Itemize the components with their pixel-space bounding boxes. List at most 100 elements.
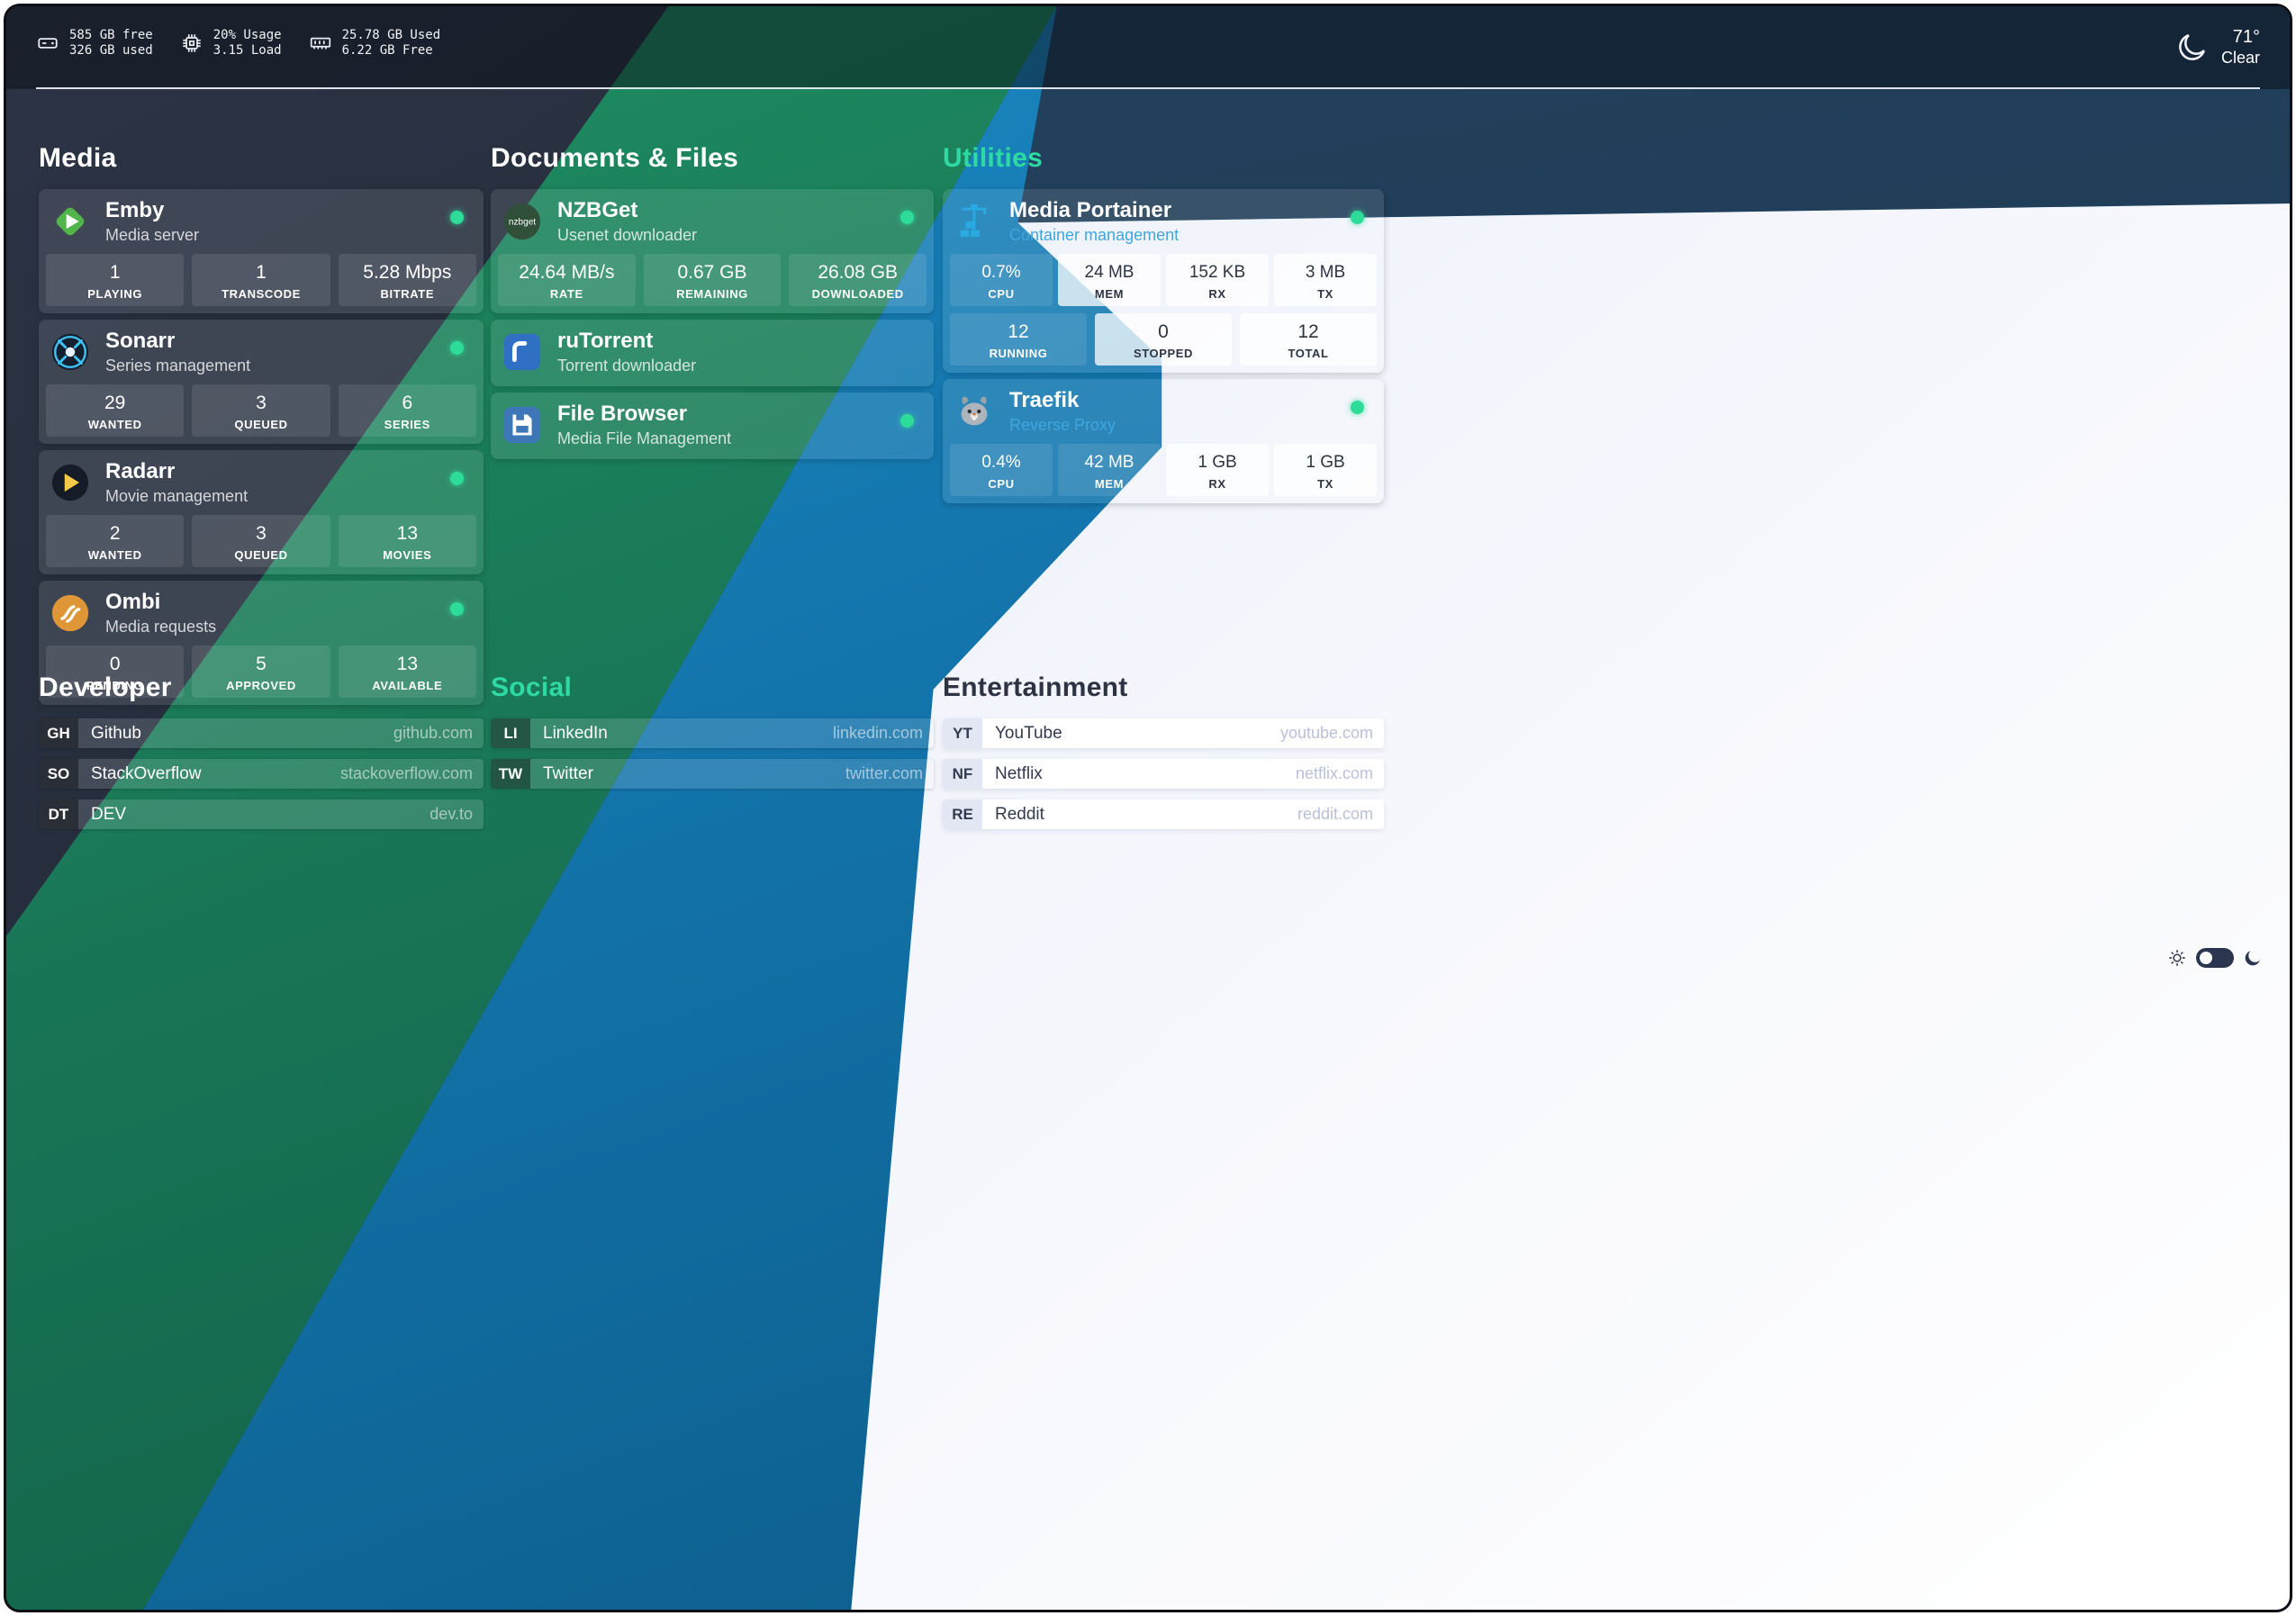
link-url: netflix.com [1295, 764, 1373, 782]
link-row-github[interactable]: GH Github github.com [39, 718, 484, 748]
memory-icon [309, 32, 332, 55]
memory-free: 6.22 GB Free [341, 43, 433, 58]
link-label: Github [91, 723, 141, 743]
portainer-icon [954, 201, 995, 242]
stat-value: 24.64 MB/s [519, 262, 615, 283]
stat-label: RX [1208, 477, 1226, 491]
link-row-dev[interactable]: DT DEV dev.to [39, 799, 484, 829]
app-desc: Container management [1009, 226, 1180, 244]
app-desc: Torrent downloader [557, 357, 697, 375]
app-meta: Traefik Reverse Proxy [1009, 388, 1116, 435]
link-row-twitter[interactable]: TW Twitter twitter.com [491, 759, 934, 789]
app-card-header: Sonarr Series management [46, 325, 476, 379]
stats-row: 29 WANTED 3 QUEUED 6 SERIES [46, 384, 476, 437]
app-card-traefik[interactable]: Traefik Reverse Proxy 0.4% CPU 42 MB MEM… [943, 379, 1384, 503]
stat-box: 0 STOPPED [1095, 313, 1232, 366]
emby-icon [50, 201, 91, 242]
rutorrent-icon [502, 331, 543, 373]
toggle-knob [2200, 952, 2212, 964]
link-row-reddit[interactable]: RE Reddit reddit.com [943, 799, 1384, 829]
weather-temperature: 71° [2232, 27, 2260, 47]
app-card-header: Media Portainer Container management [950, 194, 1377, 248]
stat-label: RX [1208, 287, 1226, 301]
stat-box: 3 MB TX [1274, 254, 1377, 306]
stat-box: 0 PENDING [46, 645, 185, 698]
link-row-stackoverflow[interactable]: SO StackOverflow stackoverflow.com [39, 759, 484, 789]
app-card-nzbget[interactable]: nzbget NZBGet Usenet downloader 24.64 MB… [491, 189, 934, 313]
background-stripe-navy [1017, 6, 2290, 223]
section-media: Media Emby Media server 1 PLAYING 1 [39, 141, 484, 705]
link-label: DEV [91, 804, 127, 824]
stat-value: 13 [396, 523, 418, 544]
link-url: linkedin.com [832, 724, 923, 742]
section-documents-files: Documents & Files nzbget NZBGet Usenet d… [491, 141, 934, 459]
app-meta: Radarr Movie management [105, 459, 248, 506]
stat-box: 0.4% CPU [950, 444, 1053, 496]
link-badge: GH [39, 718, 78, 748]
stat-label: QUEUED [234, 418, 288, 431]
stats-row: 12 RUNNING 0 STOPPED 12 TOTAL [950, 313, 1377, 366]
app-desc: Media File Management [557, 429, 732, 447]
link-row-youtube[interactable]: YT YouTube youtube.com [943, 718, 1384, 748]
moon-icon[interactable] [2243, 948, 2263, 968]
link-label: Netflix [995, 763, 1043, 783]
heimdall-dashboard: 585 GB free 326 GB used 20% Usage 3.15 L… [4, 4, 2292, 1612]
app-title: Traefik [1009, 388, 1080, 412]
app-meta: NZBGet Usenet downloader [557, 198, 697, 245]
app-meta: Media Portainer Container management [1009, 198, 1179, 245]
app-card-ombi[interactable]: Ombi Media requests 0 PENDING 5 APPROVED… [39, 581, 484, 705]
link-label: Reddit [995, 804, 1044, 824]
app-title: NZBGet [557, 198, 638, 222]
app-desc: Media server [105, 226, 200, 244]
app-meta: Emby Media server [105, 198, 199, 245]
app-card-radarr[interactable]: Radarr Movie management 2 WANTED 3 QUEUE… [39, 450, 484, 574]
theme-toggle[interactable] [2196, 948, 2234, 968]
section-title: Social [491, 673, 573, 702]
stat-value: 12 [1008, 321, 1029, 342]
stat-box: 12 TOTAL [1240, 313, 1377, 366]
app-desc: Media requests [105, 618, 217, 636]
cpu-icon [180, 32, 203, 55]
sonarr-icon [50, 331, 91, 373]
link-row-netflix[interactable]: NF Netflix netflix.com [943, 759, 1384, 789]
stat-label: MOVIES [383, 548, 432, 562]
status-dot [450, 211, 464, 224]
stat-label: SERIES [384, 418, 430, 431]
link-label: StackOverflow [91, 763, 202, 783]
app-card-rutorrent[interactable]: ruTorrent Torrent downloader [491, 320, 934, 386]
stat-box: 26.08 GB DOWNLOADED [789, 254, 927, 306]
weather-widget: 71° Clear [2176, 26, 2260, 68]
section-title: Documents & Files [491, 143, 739, 173]
stats-row: 1 PLAYING 1 TRANSCODE 5.28 Mbps BITRATE [46, 254, 476, 306]
stat-box: 3 QUEUED [192, 515, 330, 567]
cpu-usage: 20% Usage [212, 28, 282, 42]
nzbget-icon: nzbget [502, 201, 543, 242]
app-card-filebrowser[interactable]: File Browser Media File Management [491, 393, 934, 459]
stat-label: QUEUED [234, 548, 288, 562]
stat-box: 29 WANTED [46, 384, 185, 437]
status-dot [450, 602, 464, 616]
stats-row: 0.7% CPU 24 MB MEM 152 KB RX 3 MB TX [950, 254, 1377, 306]
stat-label: RUNNING [989, 347, 1048, 360]
stat-box: 5.28 Mbps BITRATE [338, 254, 476, 306]
stat-value: 1 GB [1198, 453, 1237, 472]
sun-icon[interactable] [2167, 948, 2187, 968]
app-card-portainer[interactable]: Media Portainer Container management 0.7… [943, 189, 1384, 373]
app-card-sonarr[interactable]: Sonarr Series management 29 WANTED 3 QUE… [39, 320, 484, 444]
link-badge: NF [943, 759, 982, 789]
stat-label: CPU [988, 477, 1015, 491]
section-title: Media [39, 143, 117, 173]
stat-label: BITRATE [380, 287, 435, 301]
stat-label: TOTAL [1288, 347, 1329, 360]
app-card-emby[interactable]: Emby Media server 1 PLAYING 1 TRANSCODE … [39, 189, 484, 313]
app-card-header: Ombi Media requests [46, 586, 476, 640]
cpu-load: 3.15 Load [212, 43, 282, 58]
stat-value: 12 [1297, 321, 1319, 342]
stat-value: 6 [402, 393, 413, 413]
stat-value: 1 [256, 262, 267, 283]
stat-value: 3 [256, 393, 267, 413]
app-title: Radarr [105, 459, 176, 483]
link-row-linkedin[interactable]: LI LinkedIn linkedin.com [491, 718, 934, 748]
link-label: LinkedIn [543, 723, 608, 743]
link-badge: SO [39, 759, 78, 789]
